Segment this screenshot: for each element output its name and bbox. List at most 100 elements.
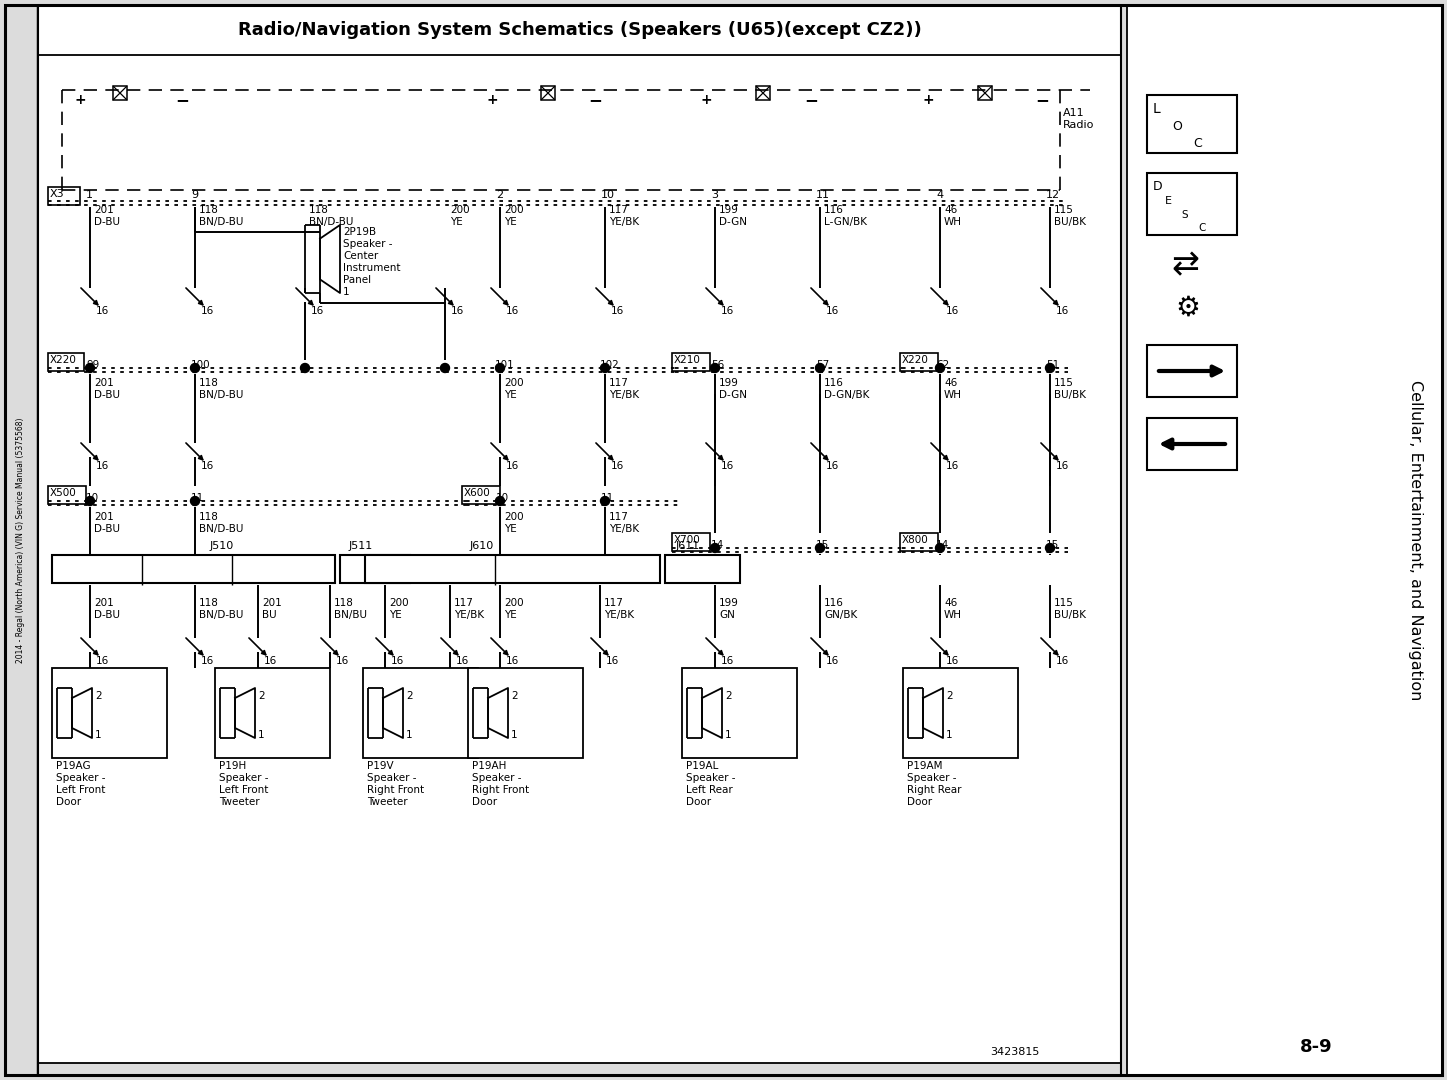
Text: 102: 102	[601, 360, 619, 370]
Polygon shape	[923, 688, 943, 738]
Text: 16: 16	[506, 461, 519, 471]
Text: ⚙: ⚙	[1175, 294, 1201, 322]
Text: 16: 16	[826, 306, 839, 316]
Text: −: −	[587, 91, 602, 109]
Text: 3: 3	[710, 190, 718, 200]
Text: C: C	[1192, 137, 1202, 150]
Text: Tweeter: Tweeter	[218, 797, 259, 807]
Text: 11: 11	[601, 492, 614, 503]
Polygon shape	[702, 688, 722, 738]
Bar	[462, 486, 501, 504]
Bar	[1147, 345, 1237, 397]
Text: 10: 10	[601, 190, 615, 200]
Text: 1: 1	[511, 730, 518, 740]
Text: X3: X3	[51, 189, 65, 199]
Bar	[541, 86, 556, 100]
Text: X210: X210	[674, 355, 700, 365]
Text: 16: 16	[946, 461, 959, 471]
Text: 117
YE/BK: 117 YE/BK	[609, 205, 640, 227]
Text: Door: Door	[686, 797, 710, 807]
Text: 1: 1	[407, 730, 412, 740]
Bar	[671, 534, 710, 551]
Text: Speaker -: Speaker -	[368, 773, 417, 783]
Text: 4: 4	[936, 190, 943, 200]
Polygon shape	[488, 688, 508, 738]
Text: Door: Door	[56, 797, 81, 807]
Text: 16: 16	[456, 656, 469, 666]
Bar	[38, 5, 1121, 57]
Bar	[48, 187, 80, 205]
Circle shape	[440, 364, 450, 373]
Text: Right Front: Right Front	[368, 785, 424, 795]
Text: 16: 16	[946, 306, 959, 316]
Text: 1: 1	[85, 190, 93, 200]
Text: 115
BU/BK: 115 BU/BK	[1053, 205, 1087, 227]
Text: +: +	[488, 93, 499, 107]
Bar	[978, 86, 993, 100]
Text: 200
YE: 200 YE	[389, 598, 408, 620]
Text: 16: 16	[201, 656, 214, 666]
Polygon shape	[72, 688, 93, 738]
Bar	[363, 669, 478, 758]
Text: 16: 16	[506, 656, 519, 666]
Circle shape	[495, 364, 505, 373]
Text: 201
D-BU: 201 D-BU	[94, 205, 120, 227]
Text: 100: 100	[191, 360, 211, 370]
Text: P19AM: P19AM	[907, 761, 942, 771]
Text: 201
D-BU: 201 D-BU	[94, 378, 120, 400]
Text: 117
YE/BK: 117 YE/BK	[609, 512, 640, 534]
Text: 117
YE/BK: 117 YE/BK	[454, 598, 485, 620]
Text: Speaker -: Speaker -	[218, 773, 269, 783]
Text: 2: 2	[511, 691, 518, 701]
Text: 117
YE/BK: 117 YE/BK	[609, 378, 640, 400]
Text: Right Front: Right Front	[472, 785, 530, 795]
Text: 116
D-GN/BK: 116 D-GN/BK	[823, 378, 870, 400]
Text: Right Rear: Right Rear	[907, 785, 961, 795]
Bar	[113, 86, 127, 100]
Polygon shape	[305, 225, 320, 293]
Text: Radio: Radio	[1064, 120, 1094, 130]
Circle shape	[301, 364, 310, 373]
Polygon shape	[234, 688, 255, 738]
Text: 2014 - Regal (North America) (VIN G) Service Manual (5375568): 2014 - Regal (North America) (VIN G) Ser…	[16, 417, 26, 663]
Text: 118
BN/D-BU: 118 BN/D-BU	[200, 598, 243, 620]
Text: 16: 16	[96, 461, 110, 471]
Bar	[671, 353, 710, 372]
Text: +: +	[923, 93, 935, 107]
Text: 16: 16	[721, 461, 734, 471]
Polygon shape	[687, 688, 702, 738]
Text: 199
GN: 199 GN	[719, 598, 739, 620]
Text: 115
BU/BK: 115 BU/BK	[1053, 378, 1087, 400]
Text: 16: 16	[826, 656, 839, 666]
Text: 10: 10	[496, 492, 509, 503]
Polygon shape	[368, 688, 383, 738]
Text: L: L	[1153, 102, 1160, 116]
Text: −: −	[175, 91, 190, 109]
Bar	[1147, 418, 1237, 470]
Text: J510: J510	[210, 541, 234, 551]
Bar	[900, 534, 938, 551]
Circle shape	[601, 364, 609, 373]
Text: 118
BN/D-BU: 118 BN/D-BU	[200, 205, 243, 227]
Text: 199
D-GN: 199 D-GN	[719, 205, 747, 227]
Text: D: D	[1153, 180, 1162, 193]
Text: 2: 2	[343, 227, 350, 237]
Bar	[52, 669, 166, 758]
Bar	[755, 86, 770, 100]
Circle shape	[936, 543, 945, 553]
Text: 2: 2	[407, 691, 412, 701]
Text: Panel: Panel	[343, 275, 370, 285]
Text: 9: 9	[191, 190, 198, 200]
Text: O: O	[1172, 120, 1182, 133]
Circle shape	[495, 497, 505, 505]
Text: 2: 2	[96, 691, 101, 701]
Text: 16: 16	[201, 306, 214, 316]
Text: 15: 15	[1046, 540, 1059, 550]
Text: 118
BN/D-BU: 118 BN/D-BU	[200, 378, 243, 400]
Text: 46
WH: 46 WH	[943, 378, 962, 400]
Text: Center: Center	[343, 251, 378, 261]
Text: Instrument: Instrument	[343, 264, 401, 273]
Text: 16: 16	[96, 306, 110, 316]
Polygon shape	[56, 688, 72, 738]
Text: 16: 16	[946, 656, 959, 666]
